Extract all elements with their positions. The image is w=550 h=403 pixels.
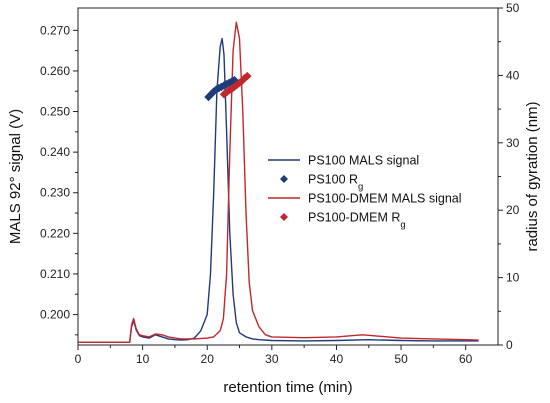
y-left-tick-label: 0.210 <box>40 267 70 281</box>
x-axis-label: retention time (min) <box>223 379 352 396</box>
plot-area <box>77 7 499 346</box>
x-tick-label: 30 <box>265 352 279 366</box>
y-left-tick-label: 0.250 <box>40 105 70 119</box>
legend-diamond-swatch <box>280 175 288 183</box>
y-right-tick-label: 0 <box>506 338 513 352</box>
y-right-tick-label: 20 <box>506 203 520 217</box>
y-right-tick-label: 10 <box>506 271 520 285</box>
y-left-axis-label: MALS 92° signal (V) <box>7 109 24 244</box>
legend-label: PS100 MALS signal <box>308 154 419 168</box>
series-layer <box>78 21 479 343</box>
legend-label: PS100-DMEM Rg <box>308 211 406 231</box>
y-right-tick-label: 40 <box>506 68 520 82</box>
x-tick-label: 0 <box>75 352 82 366</box>
legend-label: PS100 Rg <box>308 173 363 193</box>
y-left-tick-label: 0.270 <box>40 23 70 37</box>
y-left-tick-label: 0.230 <box>40 186 70 200</box>
y-right-axis-label: radius of gyration (nm) <box>524 101 541 251</box>
x-tick-label: 50 <box>394 352 408 366</box>
plot-frame <box>77 7 499 346</box>
y-left-tick-label: 0.220 <box>40 226 70 240</box>
legend-diamond-swatch <box>280 213 288 221</box>
legend-label: PS100-DMEM MALS signal <box>308 192 462 206</box>
axis-ticks <box>73 7 503 350</box>
point-ps100-dmem-r-g <box>242 71 252 81</box>
series-line-ps100-mals-signal <box>78 37 479 343</box>
x-tick-label: 60 <box>459 352 473 366</box>
x-tick-label: 10 <box>136 352 150 366</box>
tick-labels: 0 10 20 30 40 50 60 0.200 0.210 0.220 0.230 0.240 0.… <box>40 1 520 366</box>
y-right-tick-label: 30 <box>506 136 520 150</box>
series-line-ps100-dmem-mals-signal <box>78 21 479 343</box>
x-tick-label: 20 <box>201 352 215 366</box>
y-left-tick-label: 0.240 <box>40 145 70 159</box>
y-left-tick-label: 0.260 <box>40 64 70 78</box>
y-left-tick-label: 0.200 <box>40 308 70 322</box>
x-tick-label: 40 <box>330 352 344 366</box>
y-right-tick-label: 50 <box>506 1 520 15</box>
